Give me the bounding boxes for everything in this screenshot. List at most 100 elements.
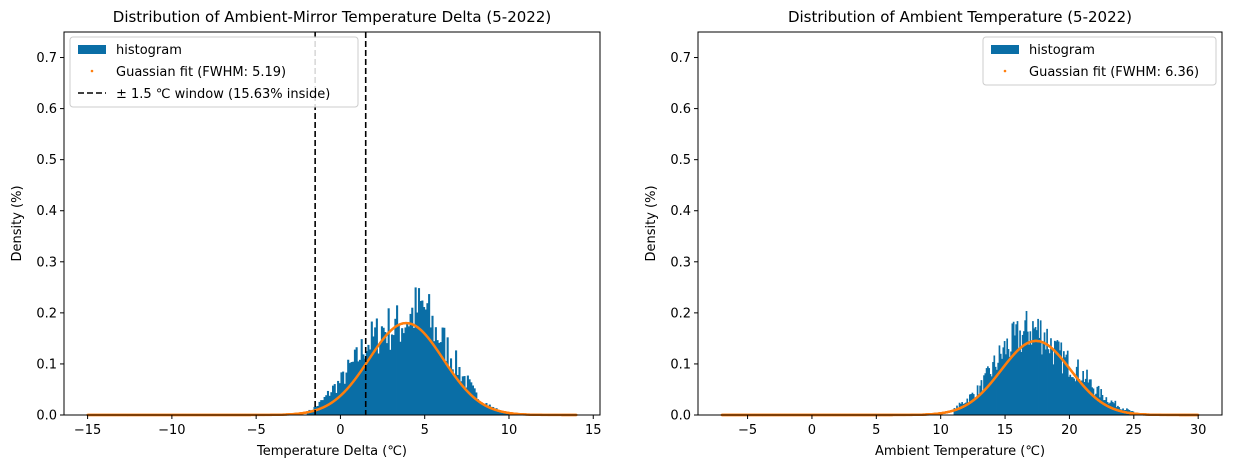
histogram-bar [979,385,981,415]
histogram-bar [431,315,434,415]
histogram-bar [1011,323,1014,415]
histogram-bar [345,372,348,415]
gaussian-fit-points [86,321,578,417]
chart-title: Distribution of Ambient-Mirror Temperatu… [113,8,551,26]
histogram-bar [1072,377,1074,415]
legend-label-histogram: histogram [116,43,182,58]
histogram-bar [379,341,382,415]
histogram-bar [382,327,385,415]
histogram-bar [1017,350,1020,415]
histogram-bar [1044,349,1047,415]
histogram-bar [966,398,969,415]
y-tick-label: 0.2 [36,306,57,321]
histogram-bar [338,383,341,415]
histogram-bar [434,327,437,415]
histogram-bar [375,318,378,415]
histogram-bar [374,327,377,415]
histogram-bar [384,332,387,415]
histogram-bar [411,307,414,415]
histogram-bar [438,342,441,415]
histogram-bar [1021,334,1024,415]
histogram-bar [439,342,442,415]
histogram-bar [369,349,372,415]
histogram-bar [1099,397,1101,415]
histogram-bar [1032,321,1034,415]
histogram-bar [470,382,473,415]
histogram-bar [310,410,313,415]
histogram-bar [1060,342,1063,415]
x-tick-label: 0 [336,423,344,438]
histogram-bar [357,361,360,415]
histogram-bar [1056,340,1059,415]
histogram-bar [1086,369,1088,415]
y-tick-label: 0.2 [670,306,691,321]
histogram-bar [493,409,496,415]
histogram-bar [1095,393,1097,415]
histogram-bar [402,333,405,415]
histogram-bar [1047,349,1050,415]
y-tick-label: 0.5 [670,153,691,168]
histogram-bar [1081,380,1083,415]
histogram-bar [1083,381,1086,415]
histogram-bar [1091,387,1094,415]
histogram-bar [424,309,427,415]
histogram-bar [461,376,464,415]
histogram-bar [362,354,365,415]
histogram-bar [352,361,355,415]
histogram-bar [348,363,351,415]
histogram-bar [976,385,979,415]
histogram-bar [487,406,490,415]
histogram-bar [498,411,501,415]
histogram-bar [449,358,453,415]
histogram-bar [989,374,992,415]
histogram-bar [394,318,397,415]
histogram-bars [306,287,510,415]
histogram-bar [1078,379,1081,415]
y-tick-label: 0.1 [670,357,691,372]
histogram-bar [478,402,481,415]
histogram-bar [1015,324,1018,415]
histogram-bar [390,334,394,415]
histogram-bar [1042,342,1045,415]
histogram-bar [960,403,962,415]
x-tick-label: 20 [1061,423,1078,438]
histogram-bar [417,288,421,415]
histogram-bar [1051,349,1054,415]
histogram-bar [993,355,996,415]
histogram-bar [999,353,1002,415]
legend-swatch-fit [90,69,94,73]
histogram-bar [1041,354,1043,415]
histogram-bar [1087,382,1090,415]
histogram-bar [372,336,375,415]
histogram-bar [404,327,407,415]
histogram-bar [495,408,498,415]
histogram-bar [1001,358,1003,415]
histogram-bar [1090,379,1092,415]
histogram-bar [476,399,480,415]
y-tick-label: 0.4 [670,204,691,219]
legend: histogram Guassian fit (FWHM: 5.19) ± 1.5 … [69,36,359,108]
histogram-bar [1029,331,1032,415]
y-tick-label: 0.7 [670,51,691,66]
histogram-bar [1088,379,1091,415]
histogram-bar [473,388,476,415]
histogram-bar [490,406,493,415]
histogram-bar [448,367,451,415]
histogram-bar [453,374,456,415]
legend-box [982,36,1217,86]
histogram-bar [482,404,485,415]
histogram-bar [385,343,389,415]
histogram-bar [1064,357,1066,415]
histogram-bar [996,369,998,415]
histogram-bar [311,409,314,415]
x-tick-label: −15 [74,423,101,438]
histogram-bar [505,413,508,415]
histogram-bar [358,359,362,415]
legend-swatch-histogram [991,45,1019,54]
x-axis-title: Temperature Delta (℃) [256,444,407,459]
histogram-bar [1114,400,1117,415]
histogram-bar [994,366,997,415]
histogram-bar [1016,321,1019,415]
histogram-bar [1026,331,1029,415]
y-tick-label: 0.7 [36,51,57,66]
